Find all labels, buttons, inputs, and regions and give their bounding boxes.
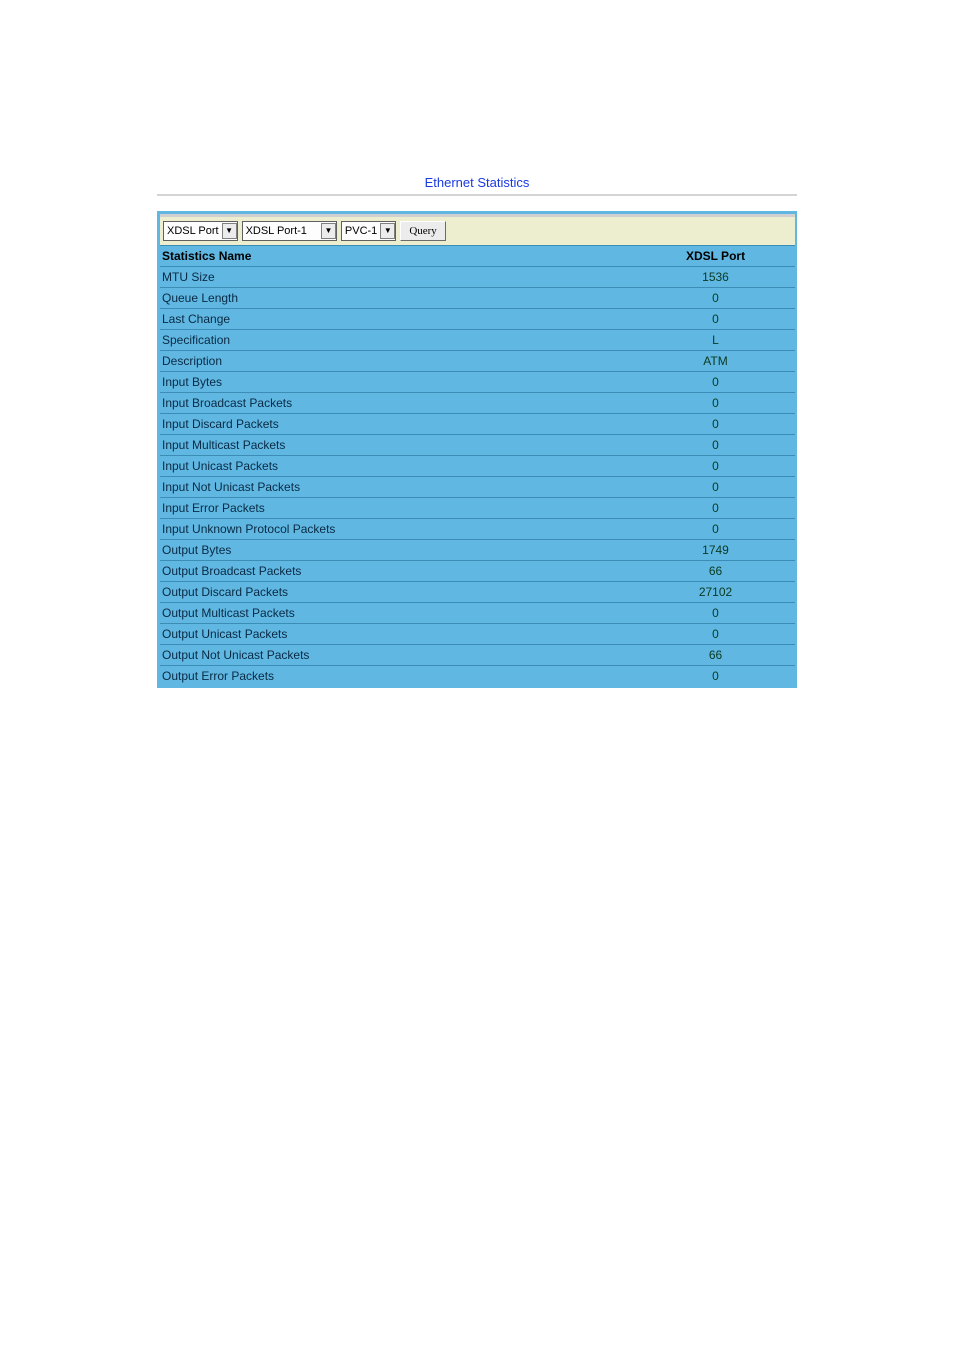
stat-value: 0	[636, 288, 795, 308]
stat-value: 66	[636, 561, 795, 581]
table-row: Output Bytes1749	[160, 540, 795, 561]
port-type-value: XDSL Port	[164, 225, 222, 237]
table-row: Input Not Unicast Packets0	[160, 477, 795, 498]
pvc-value: PVC-1	[342, 225, 380, 237]
query-button[interactable]: Query	[400, 221, 446, 241]
stat-name: Output Not Unicast Packets	[160, 645, 636, 665]
stat-value: ATM	[636, 351, 795, 371]
stat-name: Description	[160, 351, 636, 371]
table-row: Input Broadcast Packets0	[160, 393, 795, 414]
table-row: DescriptionATM	[160, 351, 795, 372]
column-header-name: Statistics Name	[160, 246, 636, 266]
table-row: Input Unknown Protocol Packets0	[160, 519, 795, 540]
table-row: Input Bytes0	[160, 372, 795, 393]
stat-name: Output Multicast Packets	[160, 603, 636, 623]
table-row: Last Change0	[160, 309, 795, 330]
table-row: Output Not Unicast Packets66	[160, 645, 795, 666]
stat-value: 0	[636, 393, 795, 413]
table-row: Output Broadcast Packets66	[160, 561, 795, 582]
table-row: MTU Size1536	[160, 267, 795, 288]
stat-value: 0	[636, 477, 795, 497]
stat-name: Last Change	[160, 309, 636, 329]
stat-value: 0	[636, 603, 795, 623]
stat-value: L	[636, 330, 795, 350]
title-divider	[157, 194, 797, 197]
chevron-down-icon: ▼	[321, 223, 336, 239]
table-row: Input Unicast Packets0	[160, 456, 795, 477]
pvc-select[interactable]: PVC-1 ▼	[341, 221, 396, 241]
stat-name: Output Error Packets	[160, 666, 636, 686]
table-row: Input Discard Packets0	[160, 414, 795, 435]
table-row: Output Error Packets0	[160, 666, 795, 686]
table-row: Output Unicast Packets0	[160, 624, 795, 645]
stat-name: Input Multicast Packets	[160, 435, 636, 455]
stat-name: Input Not Unicast Packets	[160, 477, 636, 497]
stat-name: Queue Length	[160, 288, 636, 308]
table-row: SpecificationL	[160, 330, 795, 351]
chevron-down-icon: ▼	[380, 223, 395, 239]
column-header-value: XDSL Port	[636, 246, 795, 266]
port-number-select[interactable]: XDSL Port-1 ▼	[242, 221, 337, 241]
stat-value: 27102	[636, 582, 795, 602]
stat-name: Input Error Packets	[160, 498, 636, 518]
table-row: Queue Length0	[160, 288, 795, 309]
chevron-down-icon: ▼	[222, 223, 237, 239]
stat-value: 66	[636, 645, 795, 665]
stat-name: Specification	[160, 330, 636, 350]
stat-value: 0	[636, 519, 795, 539]
table-header: Statistics Name XDSL Port	[160, 245, 795, 267]
stat-value: 0	[636, 498, 795, 518]
query-bar: XDSL Port ▼ XDSL Port-1 ▼ PVC-1 ▼ Query	[160, 214, 795, 245]
stat-name: Input Unicast Packets	[160, 456, 636, 476]
stat-value: 0	[636, 624, 795, 644]
stats-panel: XDSL Port ▼ XDSL Port-1 ▼ PVC-1 ▼ Query …	[157, 211, 797, 688]
stat-value: 1749	[636, 540, 795, 560]
table-row: Input Multicast Packets0	[160, 435, 795, 456]
stat-name: Output Bytes	[160, 540, 636, 560]
stat-name: Input Broadcast Packets	[160, 393, 636, 413]
stat-name: Input Discard Packets	[160, 414, 636, 434]
stat-name: Output Unicast Packets	[160, 624, 636, 644]
stat-value: 0	[636, 309, 795, 329]
port-number-value: XDSL Port-1	[243, 225, 321, 237]
stat-value: 0	[636, 456, 795, 476]
port-type-select[interactable]: XDSL Port ▼	[163, 221, 238, 241]
stat-name: MTU Size	[160, 267, 636, 287]
stat-value: 0	[636, 666, 795, 686]
stat-name: Input Unknown Protocol Packets	[160, 519, 636, 539]
stat-name: Output Broadcast Packets	[160, 561, 636, 581]
table-row: Output Discard Packets27102	[160, 582, 795, 603]
stat-value: 1536	[636, 267, 795, 287]
stat-name: Input Bytes	[160, 372, 636, 392]
stat-value: 0	[636, 372, 795, 392]
table-row: Input Error Packets0	[160, 498, 795, 519]
stat-value: 0	[636, 435, 795, 455]
table-body: MTU Size1536Queue Length0Last Change0Spe…	[160, 267, 795, 686]
ethernet-statistics-panel: Ethernet Statistics XDSL Port ▼ XDSL Por…	[157, 175, 797, 688]
page-title: Ethernet Statistics	[157, 175, 797, 194]
stat-name: Output Discard Packets	[160, 582, 636, 602]
table-row: Output Multicast Packets0	[160, 603, 795, 624]
stat-value: 0	[636, 414, 795, 434]
